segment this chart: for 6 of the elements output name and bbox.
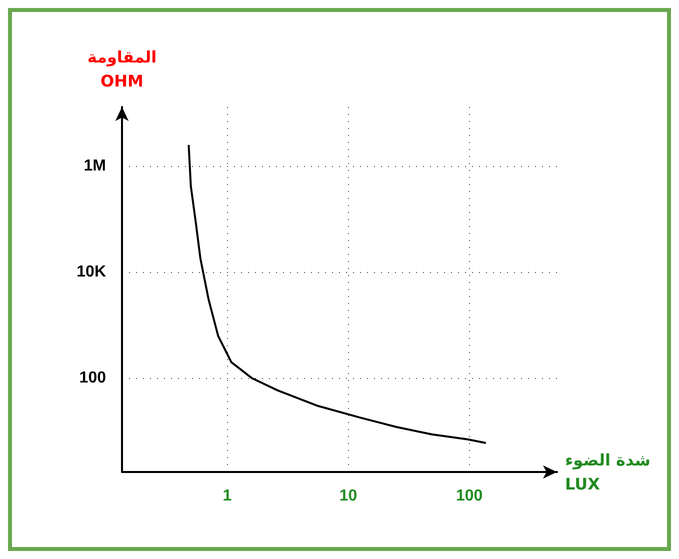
x-tick-label: 100 [456,488,483,504]
y-tick-label: 1M [84,158,106,175]
y-tick-label: 100 [79,370,106,387]
x-tick-label: 10 [339,488,358,504]
y-tick-label: 10K [76,264,106,281]
x-tick-label: 1 [222,488,232,504]
